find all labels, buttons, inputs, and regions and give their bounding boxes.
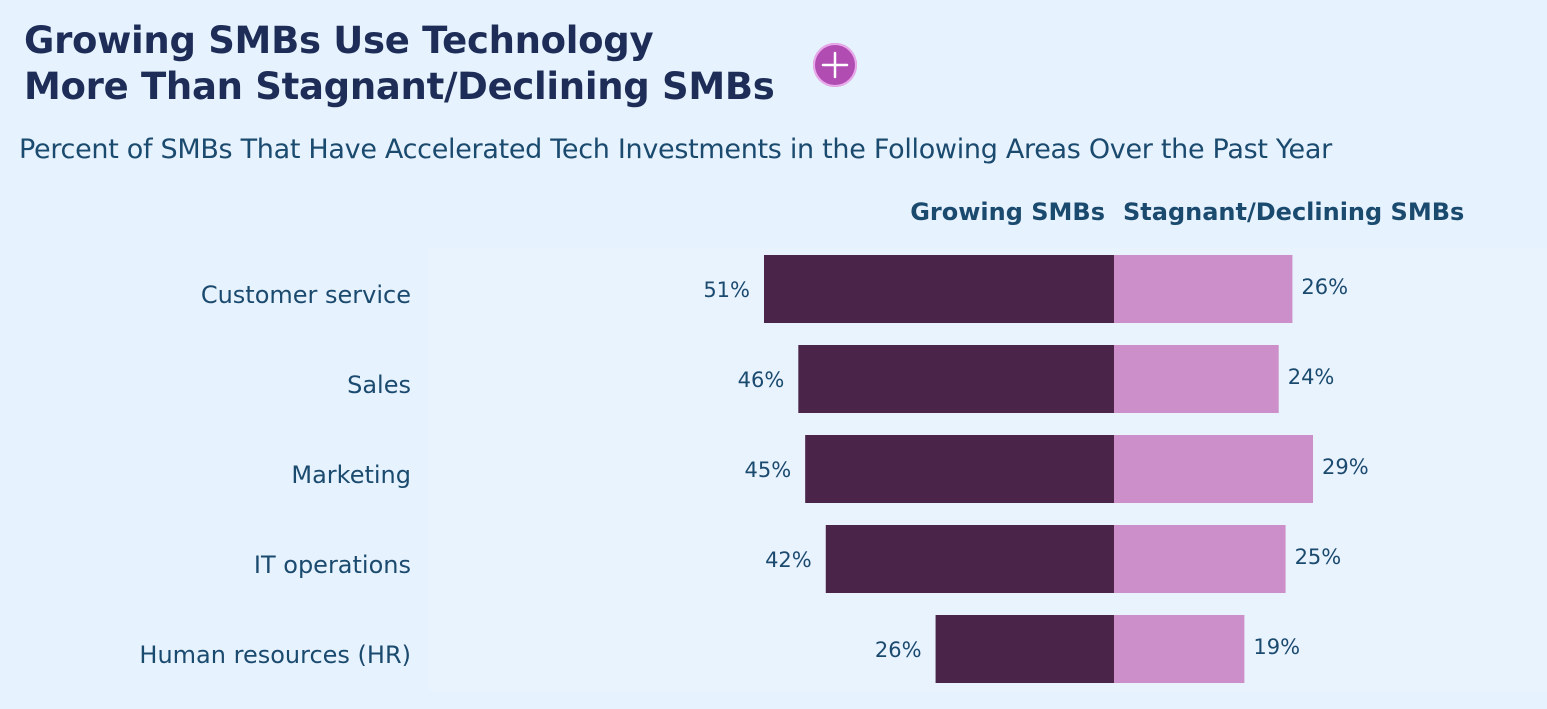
legend-growing: Growing SMBs xyxy=(910,198,1105,226)
bar-stagnant xyxy=(1114,255,1293,323)
value-label-growing: 45% xyxy=(744,458,791,482)
category-label: Marketing xyxy=(291,461,411,489)
title-line-1: Growing SMBs Use Technology xyxy=(24,19,654,62)
bar-growing xyxy=(935,615,1114,683)
title-line-2: More Than Stagnant/Declining SMBs xyxy=(24,65,775,108)
bar-growing xyxy=(825,525,1114,593)
plus-circle-icon xyxy=(821,51,849,79)
category-label: Human resources (HR) xyxy=(139,641,411,669)
category-label: IT operations xyxy=(254,551,411,579)
bar-stagnant xyxy=(1114,615,1245,683)
chart-subtitle: Percent of SMBs That Have Accelerated Te… xyxy=(19,134,1332,165)
category-label: Customer service xyxy=(201,281,411,309)
bar-stagnant xyxy=(1114,345,1279,413)
bars xyxy=(764,255,1314,683)
value-label-stagnant: 26% xyxy=(1301,275,1348,299)
category-label: Sales xyxy=(347,371,411,399)
value-label-growing: 26% xyxy=(875,638,922,662)
value-label-growing: 51% xyxy=(703,278,750,302)
value-label-stagnant: 19% xyxy=(1253,635,1300,659)
value-label-stagnant: 24% xyxy=(1288,365,1335,389)
legend: Growing SMBs Stagnant/Declining SMBs xyxy=(910,198,1464,226)
page-title: Growing SMBs Use Technology More Than St… xyxy=(24,18,775,110)
bar-growing xyxy=(764,255,1114,323)
bar-stagnant xyxy=(1114,435,1314,503)
value-label-stagnant: 29% xyxy=(1322,455,1369,479)
value-label-growing: 42% xyxy=(765,548,812,572)
bar-growing xyxy=(805,435,1114,503)
value-label-stagnant: 25% xyxy=(1295,545,1342,569)
bar-growing xyxy=(798,345,1114,413)
bar-stagnant xyxy=(1114,525,1286,593)
labels: Customer service 51% 26% Sales 46% 24% Marketi… xyxy=(139,275,1368,669)
expand-button[interactable] xyxy=(813,43,857,87)
legend-stagnant: Stagnant/Declining SMBs xyxy=(1123,198,1464,226)
value-label-growing: 46% xyxy=(738,368,785,392)
